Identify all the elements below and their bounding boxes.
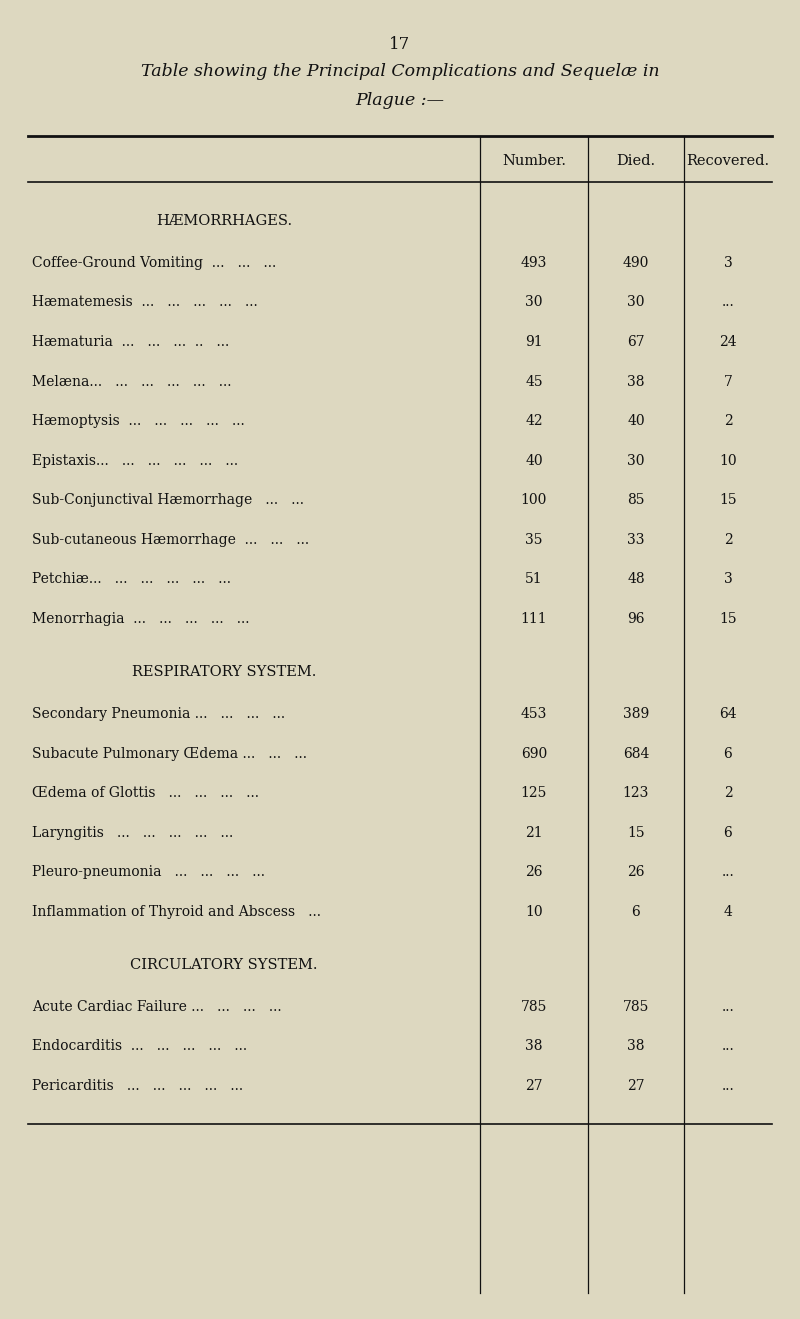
- Text: 785: 785: [623, 1000, 649, 1014]
- Text: Œdema of Glottis   ...   ...   ...   ...: Œdema of Glottis ... ... ... ...: [32, 786, 259, 801]
- Text: Subacute Pulmonary Œdema ...   ...   ...: Subacute Pulmonary Œdema ... ... ...: [32, 747, 307, 761]
- Text: 2: 2: [724, 786, 732, 801]
- Text: 493: 493: [521, 256, 547, 270]
- Text: 2: 2: [724, 414, 732, 429]
- Text: Melæna...   ...   ...   ...   ...   ...: Melæna... ... ... ... ... ...: [32, 375, 231, 389]
- Text: 27: 27: [627, 1079, 645, 1093]
- Text: Secondary Pneumonia ...   ...   ...   ...: Secondary Pneumonia ... ... ... ...: [32, 707, 285, 721]
- Text: Plague :—: Plague :—: [355, 92, 445, 109]
- Text: Petchiæ...   ...   ...   ...   ...   ...: Petchiæ... ... ... ... ... ...: [32, 572, 231, 587]
- Text: Hæmatemesis  ...   ...   ...   ...   ...: Hæmatemesis ... ... ... ... ...: [32, 295, 258, 310]
- Text: Recovered.: Recovered.: [686, 154, 770, 169]
- Text: RESPIRATORY SYSTEM.: RESPIRATORY SYSTEM.: [132, 665, 316, 679]
- Text: 111: 111: [521, 612, 547, 627]
- Text: 48: 48: [627, 572, 645, 587]
- Text: 10: 10: [719, 454, 737, 468]
- Text: 6: 6: [724, 826, 732, 840]
- Text: Pleuro-pneumonia   ...   ...   ...   ...: Pleuro-pneumonia ... ... ... ...: [32, 865, 265, 880]
- Text: CIRCULATORY SYSTEM.: CIRCULATORY SYSTEM.: [130, 958, 318, 972]
- Text: Acute Cardiac Failure ...   ...   ...   ...: Acute Cardiac Failure ... ... ... ...: [32, 1000, 282, 1014]
- Text: 2: 2: [724, 533, 732, 547]
- Text: 15: 15: [627, 826, 645, 840]
- Text: Hæmaturia  ...   ...   ...  ..   ...: Hæmaturia ... ... ... .. ...: [32, 335, 230, 350]
- Text: Endocarditis  ...   ...   ...   ...   ...: Endocarditis ... ... ... ... ...: [32, 1039, 247, 1054]
- Text: Epistaxis...   ...   ...   ...   ...   ...: Epistaxis... ... ... ... ... ...: [32, 454, 238, 468]
- Text: 125: 125: [521, 786, 547, 801]
- Text: Inflammation of Thyroid and Abscess   ...: Inflammation of Thyroid and Abscess ...: [32, 905, 321, 919]
- Text: Pericarditis   ...   ...   ...   ...   ...: Pericarditis ... ... ... ... ...: [32, 1079, 243, 1093]
- Text: 96: 96: [627, 612, 645, 627]
- Text: 15: 15: [719, 493, 737, 508]
- Text: 15: 15: [719, 612, 737, 627]
- Text: Hæmoptysis  ...   ...   ...   ...   ...: Hæmoptysis ... ... ... ... ...: [32, 414, 245, 429]
- Text: 51: 51: [525, 572, 543, 587]
- Text: 10: 10: [525, 905, 543, 919]
- Text: 7: 7: [723, 375, 733, 389]
- Text: ...: ...: [722, 1000, 734, 1014]
- Text: 6: 6: [724, 747, 732, 761]
- Text: 91: 91: [525, 335, 543, 350]
- Text: 785: 785: [521, 1000, 547, 1014]
- Text: 123: 123: [623, 786, 649, 801]
- Text: ...: ...: [722, 1039, 734, 1054]
- Text: 27: 27: [525, 1079, 543, 1093]
- Text: Sub-cutaneous Hæmorrhage  ...   ...   ...: Sub-cutaneous Hæmorrhage ... ... ...: [32, 533, 309, 547]
- Text: Number.: Number.: [502, 154, 566, 169]
- Text: 684: 684: [623, 747, 649, 761]
- Text: 4: 4: [723, 905, 733, 919]
- Text: ...: ...: [722, 865, 734, 880]
- Text: 21: 21: [525, 826, 543, 840]
- Text: 30: 30: [526, 295, 542, 310]
- Text: ...: ...: [722, 295, 734, 310]
- Text: 33: 33: [627, 533, 645, 547]
- Text: 6: 6: [632, 905, 640, 919]
- Text: 26: 26: [627, 865, 645, 880]
- Text: 85: 85: [627, 493, 645, 508]
- Text: 24: 24: [719, 335, 737, 350]
- Text: Laryngitis   ...   ...   ...   ...   ...: Laryngitis ... ... ... ... ...: [32, 826, 234, 840]
- Text: Sub-Conjunctival Hæmorrhage   ...   ...: Sub-Conjunctival Hæmorrhage ... ...: [32, 493, 304, 508]
- Text: 38: 38: [526, 1039, 542, 1054]
- Text: 45: 45: [525, 375, 543, 389]
- Text: Coffee-Ground Vomiting  ...   ...   ...: Coffee-Ground Vomiting ... ... ...: [32, 256, 276, 270]
- Text: 30: 30: [627, 295, 645, 310]
- Text: 490: 490: [623, 256, 649, 270]
- Text: 38: 38: [627, 375, 645, 389]
- Text: ...: ...: [722, 1079, 734, 1093]
- Text: 3: 3: [724, 572, 732, 587]
- Text: 42: 42: [525, 414, 543, 429]
- Text: 40: 40: [627, 414, 645, 429]
- Text: HÆMORRHAGES.: HÆMORRHAGES.: [156, 214, 292, 228]
- Text: 389: 389: [623, 707, 649, 721]
- Text: 40: 40: [525, 454, 543, 468]
- Text: 38: 38: [627, 1039, 645, 1054]
- Text: 64: 64: [719, 707, 737, 721]
- Text: 3: 3: [724, 256, 732, 270]
- Text: Died.: Died.: [617, 154, 655, 169]
- Text: 17: 17: [390, 36, 410, 53]
- Text: 690: 690: [521, 747, 547, 761]
- Text: 26: 26: [526, 865, 542, 880]
- Text: 453: 453: [521, 707, 547, 721]
- Text: 100: 100: [521, 493, 547, 508]
- Text: 67: 67: [627, 335, 645, 350]
- Text: 30: 30: [627, 454, 645, 468]
- Text: 35: 35: [526, 533, 542, 547]
- Text: Table showing the Principal Complications and Sequelæ in: Table showing the Principal Complication…: [141, 63, 659, 80]
- Text: Menorrhagia  ...   ...   ...   ...   ...: Menorrhagia ... ... ... ... ...: [32, 612, 250, 627]
